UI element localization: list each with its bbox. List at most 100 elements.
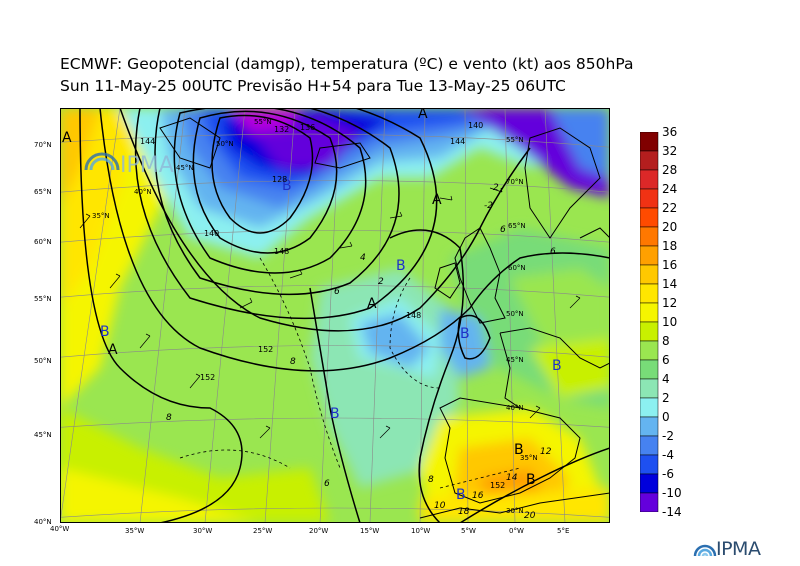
lat-label: 45°N: [34, 431, 52, 439]
temp-region-biscay-0: [440, 308, 490, 378]
wind-barb: [489, 187, 503, 193]
isotherm-label: 18: [458, 507, 470, 517]
wind-barb: [289, 269, 303, 279]
legend-level-label: 14: [662, 277, 678, 291]
map-watermark: IPMA: [84, 152, 174, 178]
inner-lat-label: 50°N: [506, 310, 524, 318]
legend-swatch: [640, 150, 659, 171]
color-legend: 36 32 28 24 22 20 18 16 14 12 10 8 6 4 2 0 -2 -4 -6 -10 -14: [640, 125, 700, 519]
legend-level-label: 28: [662, 163, 678, 177]
lon-label: 5°W: [461, 527, 476, 535]
isotherm-label: 12: [540, 447, 552, 457]
geopotential-label: 128: [272, 175, 287, 184]
contour-144: [134, 108, 438, 320]
isotherm-label: 6: [500, 225, 506, 235]
graticule-lon-30w: [204, 108, 246, 523]
graticule-lat-40: [60, 507, 610, 518]
pressure-centers: A A A A A B B B B B B B B B: [62, 108, 562, 503]
legend-level-label: 8: [662, 334, 670, 348]
legend-swatch: [640, 283, 659, 304]
lat-label: 40°N: [34, 518, 52, 526]
coast-denmark: [579, 227, 610, 239]
inner-lat-label: 35°N: [92, 212, 110, 220]
legend-swatch: [640, 473, 659, 494]
coast-iberia: [439, 397, 581, 504]
geopotential-label: 152: [490, 481, 505, 490]
legend-level-label: 2: [662, 391, 670, 405]
pressure-low-label: B: [330, 406, 340, 422]
legend-level-label: 0: [662, 410, 670, 424]
legend-swatch: [640, 416, 659, 437]
legend-level-label: 12: [662, 296, 678, 310]
wind-barb: [389, 211, 403, 219]
lon-label: 25°W: [253, 527, 273, 535]
contour-152b: [79, 108, 243, 523]
wind-barb: [529, 405, 541, 419]
wind-barb: [569, 295, 581, 309]
graticule-lat-60: [60, 230, 610, 243]
legend-swatch: [640, 435, 659, 456]
isotherm-label: 2: [493, 183, 499, 193]
geopotential-label: 148: [274, 247, 289, 256]
legend-swatch: [640, 454, 659, 475]
lat-label: 70°N: [34, 141, 52, 149]
inner-lat-label: 30°N: [506, 507, 524, 515]
isotherm-4: [389, 277, 441, 389]
contour-128: [211, 114, 314, 234]
pressure-low-label: B: [396, 258, 406, 274]
legend-swatch: [640, 132, 659, 152]
temp-region-m10-north: [250, 118, 360, 168]
isotherm-labels: 8 8 6 6 4 2 2 -2 6 12 14 16 18 10 20 8 6…: [166, 183, 556, 521]
isotherm-label: 8: [290, 357, 296, 367]
isotherm-8: [259, 257, 341, 469]
geopotential-label: 140: [468, 121, 483, 130]
map-watermark-text: IPMA: [120, 153, 174, 178]
temperature-field: [60, 108, 610, 523]
graticule-lat-65: [60, 180, 610, 193]
legend-swatch: [640, 169, 659, 190]
coastlines: [159, 117, 610, 519]
legend-swatch: [640, 188, 659, 209]
legend-swatch: [640, 492, 659, 512]
legend-level-label: 22: [662, 201, 678, 215]
legend-swatch: [640, 397, 659, 418]
weather-map-canvas: A A A A A B B B B B B B B B 152 152 148 …: [60, 108, 610, 523]
graticule-lat-45: [60, 417, 610, 428]
legend-level-label: 16: [662, 258, 678, 272]
ipma-logo: IPMA: [693, 536, 793, 562]
isotherm-label: 6: [324, 479, 330, 489]
ipma-logo-text: IPMA: [716, 538, 761, 560]
inner-lat-labels: 35°N 40°N 45°N 50°N 55°N 60°N 65°N 70°N …: [92, 118, 538, 515]
legend-level-label: -6: [662, 467, 674, 481]
pressure-high-label: A: [108, 342, 118, 358]
geopotential-label: 152: [258, 345, 273, 354]
contour-148b: [389, 229, 465, 523]
lon-label: 40°W: [50, 525, 70, 533]
isotherm-label: 8: [428, 475, 434, 485]
weather-map: A A A A A B B B B B B B B B 152 152 148 …: [34, 108, 610, 535]
isotherms: [179, 257, 521, 489]
inner-lat-label: 35°N: [520, 454, 538, 462]
isotherm-12: [439, 467, 521, 489]
legend-level-label: 32: [662, 144, 678, 158]
geopotential-label: 148: [406, 311, 421, 320]
pressure-low-label: B: [552, 358, 562, 374]
isotherm-label: 16: [472, 491, 484, 501]
lon-label: 15°W: [360, 527, 380, 535]
lon-label: 35°W: [125, 527, 145, 535]
chart-subtitle: Sun 11-May-25 00UTC Previsão H+54 para T…: [60, 77, 566, 95]
legend-swatch: [640, 321, 659, 342]
pressure-high-label: B: [526, 472, 536, 488]
isotherm-label: 14: [506, 473, 518, 483]
contour-132: [192, 110, 338, 254]
lat-label: 65°N: [34, 188, 52, 196]
pressure-high-label: A: [418, 108, 428, 122]
isotherm-label: 6: [334, 287, 340, 297]
graticule-lon-5e: [544, 108, 566, 523]
wind-barb: [239, 297, 253, 309]
lon-label: 5°E: [557, 527, 570, 535]
legend-level-label: 4: [662, 372, 670, 386]
wind-barb: [439, 195, 453, 201]
temp-region-12-south: [60, 468, 260, 523]
isotherm-label: 4: [360, 253, 366, 263]
